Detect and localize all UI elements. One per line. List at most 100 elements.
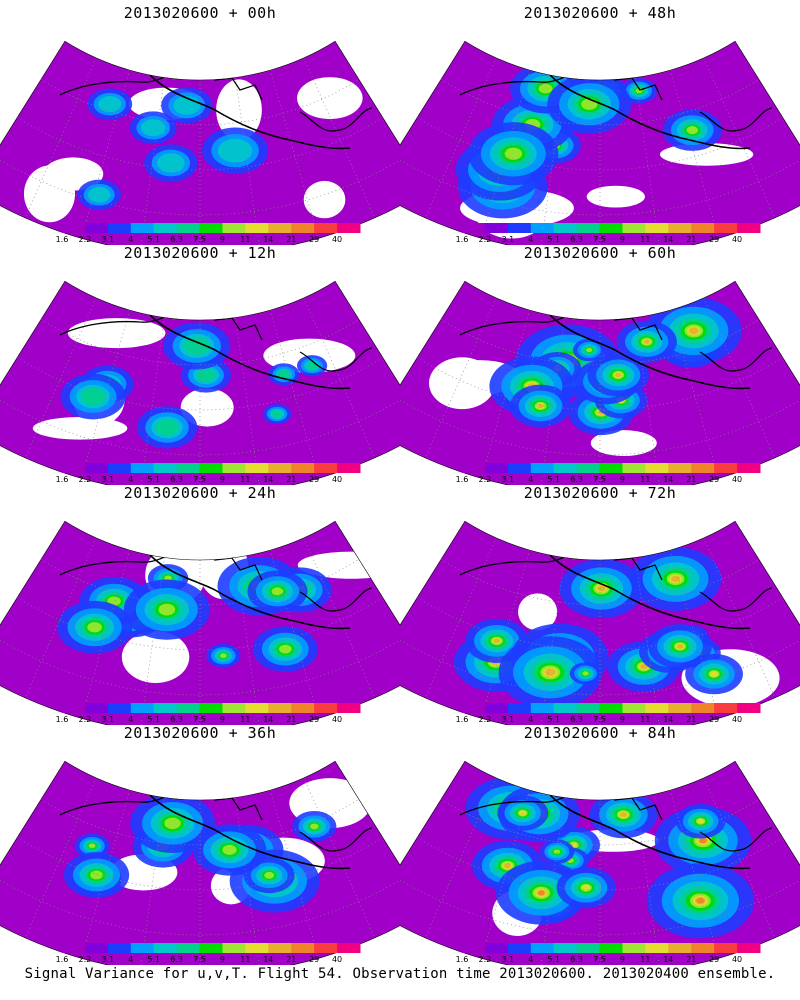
variance-contour xyxy=(90,870,103,880)
colorbar-tick-label: 1.6 xyxy=(56,235,69,244)
colorbar-tick-label: 3.1 xyxy=(501,715,514,724)
colorbar-swatch xyxy=(576,463,601,473)
colorbar-tick-label: 1.6 xyxy=(456,475,469,484)
panel-title: 2013020600 + 00h xyxy=(123,4,277,22)
colorbar-swatch xyxy=(622,703,646,713)
colorbar-swatch xyxy=(737,463,761,473)
colorbar-tick-label: 4 xyxy=(128,475,133,484)
variance-contour xyxy=(697,818,705,824)
variance-contour xyxy=(87,622,102,633)
panel-title: 2013020600 + 24h xyxy=(123,484,277,502)
latitude-line xyxy=(40,319,360,366)
variance-contour xyxy=(519,810,527,816)
colorbar-swatch xyxy=(245,943,269,953)
colorbar-tick-label: 6.3 xyxy=(170,955,183,964)
colorbar-swatch xyxy=(62,223,86,233)
colorbar-tick-label: 3.1 xyxy=(101,955,114,964)
colorbar-tick-label: 14 xyxy=(263,475,273,484)
colorbar-tick-label: 11 xyxy=(640,955,650,964)
colorbar-swatch xyxy=(222,943,246,953)
colorbar-tick-label: 5.1 xyxy=(547,475,560,484)
colorbar-tick-label: 9 xyxy=(220,475,225,484)
colorbar-tick-label: 3.1 xyxy=(501,955,514,964)
colorbar-swatch xyxy=(530,463,555,473)
colorbar-swatch xyxy=(484,703,509,713)
colorbar-swatch xyxy=(291,703,315,713)
colorbar-swatch xyxy=(714,463,738,473)
variance-contour xyxy=(620,812,627,818)
colorbar-swatch xyxy=(84,463,109,473)
colorbar-swatch xyxy=(107,943,132,953)
colorbar-swatch xyxy=(314,703,338,713)
variance-contour xyxy=(586,347,593,353)
colorbar-swatch xyxy=(553,223,578,233)
variance-contour xyxy=(184,337,210,355)
variance-contour xyxy=(88,186,111,203)
low-variance-patch xyxy=(216,79,262,141)
colorbar-swatch xyxy=(645,943,669,953)
colorbar-swatch xyxy=(291,223,315,233)
colorbar-tick-label: 9 xyxy=(620,475,625,484)
colorbar-swatch xyxy=(314,463,338,473)
colorbar-tick-label: 40 xyxy=(332,235,342,244)
colorbar-tick-label: 21 xyxy=(686,715,696,724)
colorbar-swatch xyxy=(84,223,109,233)
colorbar-tick-label: 9 xyxy=(620,715,625,724)
colorbar-tick-label: 7.5 xyxy=(193,475,206,484)
latitude-line xyxy=(440,319,760,366)
variance-contour xyxy=(688,327,699,335)
colorbar-swatch xyxy=(462,223,486,233)
figure-caption: Signal Variance for u,v,T. Flight 54. Ob… xyxy=(24,966,776,982)
colorbar-tick-label: 21 xyxy=(686,475,696,484)
colorbar-tick-label: 6.3 xyxy=(570,955,583,964)
colorbar-swatch xyxy=(530,943,555,953)
panel-title: 2013020600 + 84h xyxy=(523,724,677,742)
colorbar-tick-label: 7.5 xyxy=(193,955,206,964)
colorbar-tick-label: 11 xyxy=(240,235,250,244)
colorbar-tick-label: 3.1 xyxy=(101,475,114,484)
colorbar-tick-label: 1.6 xyxy=(456,715,469,724)
colorbar-swatch xyxy=(484,943,509,953)
panel-title: 2013020600 + 12h xyxy=(123,244,277,262)
colorbar-tick-label: 2.2 xyxy=(479,235,492,244)
colorbar-tick-label: 4 xyxy=(128,715,133,724)
colorbar-swatch xyxy=(107,223,132,233)
variance-contour xyxy=(196,368,216,382)
colorbar-tick-label: 21 xyxy=(686,955,696,964)
variance-contour xyxy=(173,96,201,115)
map-border xyxy=(0,40,400,245)
colorbar-swatch xyxy=(130,943,155,953)
colorbar-swatch xyxy=(668,223,692,233)
colorbar-tick-label: 3.1 xyxy=(101,235,114,244)
variance-map: 1.6 2.2 3.1 4 5.1 6.3 7.5 9 11 14 21 29 40 xyxy=(0,760,400,965)
map-border xyxy=(0,280,400,485)
coastline xyxy=(699,587,773,612)
variance-contour xyxy=(155,419,179,436)
variance-contour xyxy=(164,817,181,830)
colorbar-swatch xyxy=(599,703,623,713)
variance-map: 1.6 2.2 3.1 4 5.1 6.3 7.5 9 11 14 21 29 40 xyxy=(400,760,800,965)
low-variance-patch xyxy=(121,631,190,683)
colorbar-tick-label: 5.1 xyxy=(147,235,160,244)
colorbar-swatch xyxy=(622,223,646,233)
low-variance-patch xyxy=(586,185,645,208)
variance-contour xyxy=(306,361,318,370)
colorbar: 1.6 2.2 3.1 4 5.1 6.3 7.5 9 11 14 21 29 40 xyxy=(56,223,361,244)
colorbar-tick-label: 4 xyxy=(128,235,133,244)
coastline xyxy=(299,587,373,612)
colorbar-swatch xyxy=(668,463,692,473)
latitude-line xyxy=(440,79,760,126)
variance-contour xyxy=(271,587,284,596)
coastline xyxy=(149,74,351,150)
colorbar-tick-label: 11 xyxy=(640,715,650,724)
variance-map: 1.6 2.2 3.1 4 5.1 6.3 7.5 9 11 14 21 29 40 xyxy=(0,40,400,245)
low-variance-patch xyxy=(297,77,363,120)
variance-contour xyxy=(676,644,684,649)
variance-contour xyxy=(640,663,648,670)
map-border xyxy=(400,520,800,725)
colorbar-tick-label: 9 xyxy=(220,235,225,244)
colorbar-tick-label: 40 xyxy=(732,235,742,244)
colorbar-tick-label: 4 xyxy=(528,715,533,724)
colorbar-tick-label: 6.3 xyxy=(170,715,183,724)
colorbar-tick-label: 4 xyxy=(528,475,533,484)
